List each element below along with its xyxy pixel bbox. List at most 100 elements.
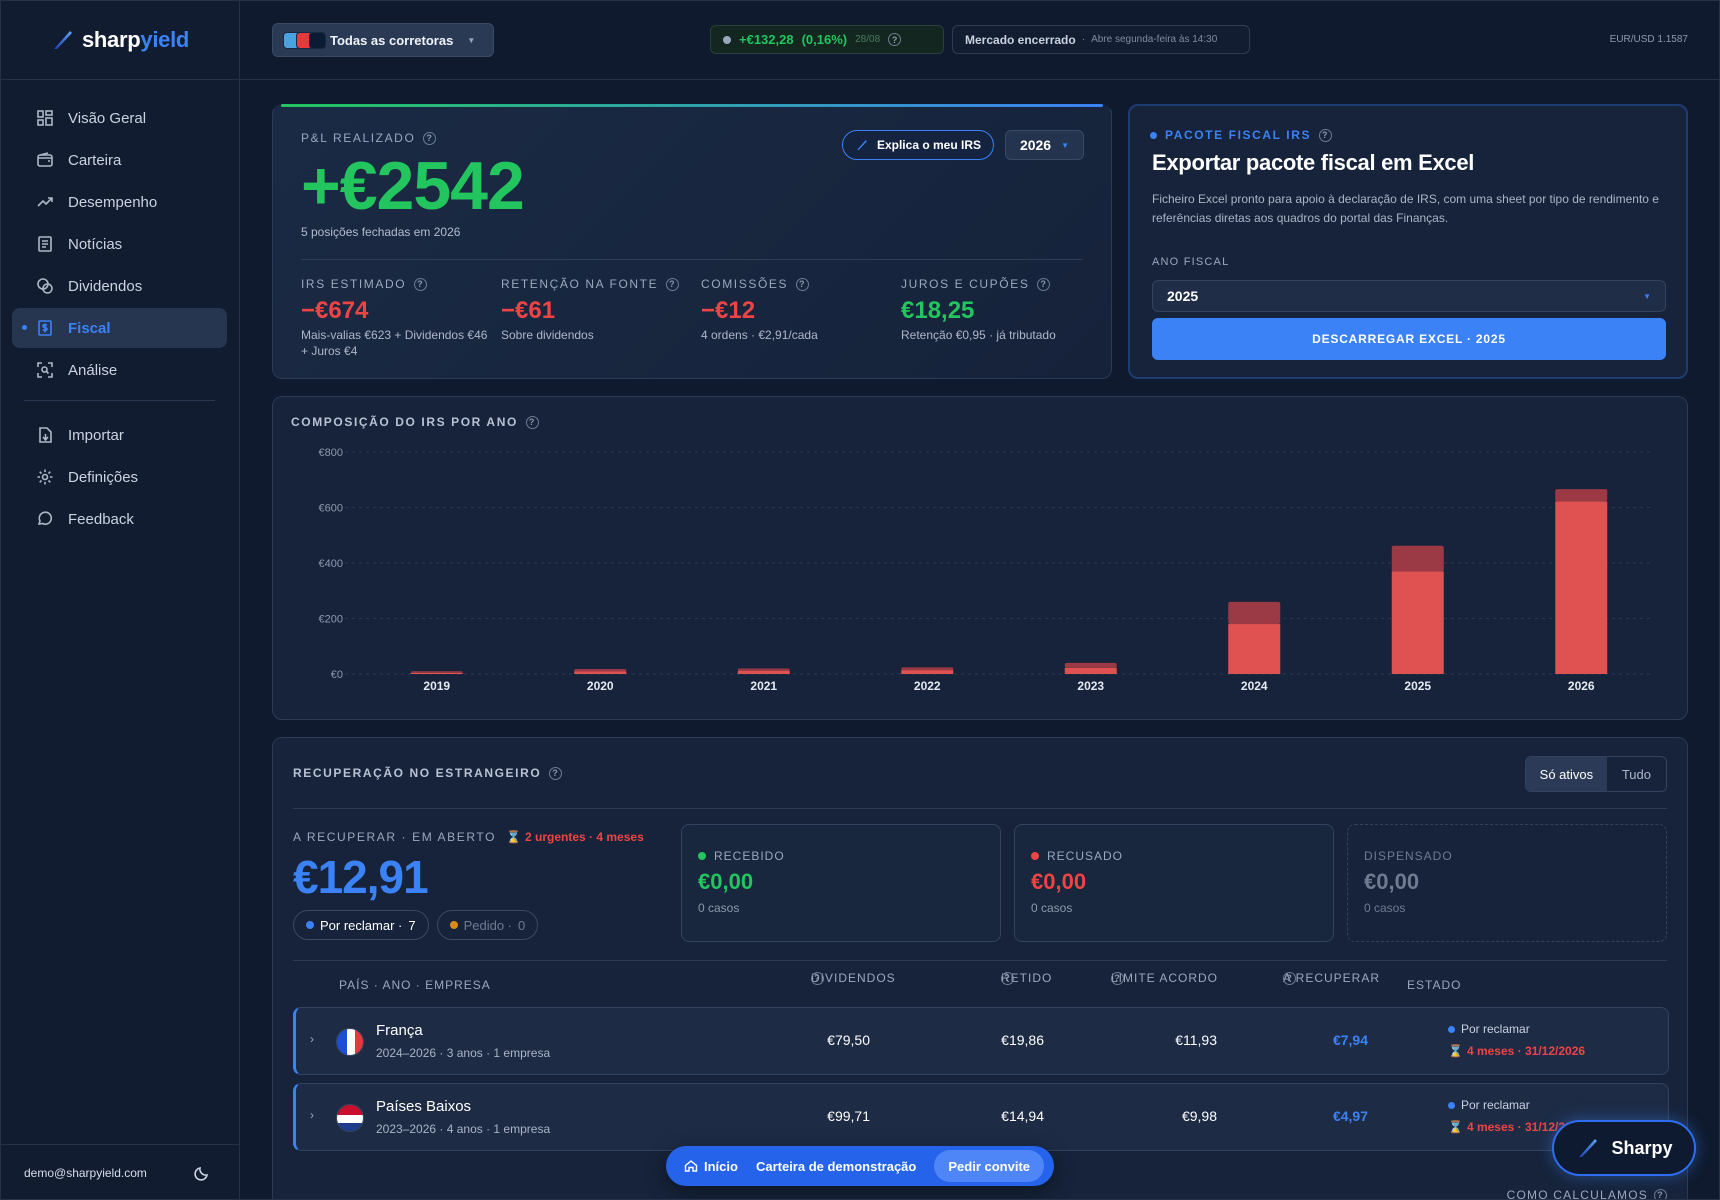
help-icon[interactable]: ? <box>1654 1188 1667 1200</box>
help-icon[interactable]: ? <box>525 415 539 429</box>
sidebar-item-visao-geral[interactable]: Visão Geral <box>12 98 227 138</box>
demo-portfolio-link[interactable]: Carteira de demonstração <box>755 1158 917 1174</box>
irs-composition-card: COMPOSIÇÃO DO IRS POR ANO? €0 €200 €400 €60… <box>272 396 1688 720</box>
how-we-calculate[interactable]: COMO CALCULAMOS? <box>1507 1188 1667 1200</box>
stat-label: DISPENSADO <box>1364 849 1453 863</box>
status-label: Por reclamar <box>1448 1098 1530 1112</box>
chart-title: COMPOSIÇÃO DO IRS POR ANO? <box>291 415 539 429</box>
help-icon[interactable]: ? <box>414 277 428 291</box>
chevron-right-icon[interactable]: › <box>310 1032 314 1046</box>
brand-logo[interactable]: sharpyield <box>0 0 239 80</box>
sidebar-item-label: Definições <box>68 468 139 486</box>
x-tick-label: 2026 <box>1568 679 1595 693</box>
fiscal-year-select[interactable]: 2025 ▼ <box>1152 280 1666 312</box>
help-icon[interactable]: ? <box>1319 128 1333 142</box>
slash-logo-icon <box>53 30 72 49</box>
status-dot-icon <box>1031 852 1039 860</box>
help-icon[interactable]: ? <box>811 971 824 985</box>
scan-icon <box>37 362 53 378</box>
sidebar: sharpyield Visão Geral Carteira Desempen… <box>0 0 240 1200</box>
fiscal-year-value: 2025 <box>1167 288 1199 304</box>
help-icon[interactable]: ? <box>666 277 680 291</box>
help-icon[interactable]: ? <box>423 131 437 145</box>
urgent-badge: ⌛ 2 urgentes · 4 meses <box>506 830 644 844</box>
open-label: A RECUPERAR · EM ABERTO <box>293 830 497 844</box>
metric-irs-estimado: IRS ESTIMADO? −€674 Mais-valias €623 + D… <box>301 277 491 359</box>
recover-value: €4,97 <box>1332 1108 1368 1124</box>
demo-bottom-bar: Início Carteira de demonstração Pedir co… <box>666 1146 1054 1186</box>
market-status-pill: Mercado encerrado · Abre segunda-feira à… <box>952 25 1250 54</box>
table-header: PAÍS · ANO · EMPRESA DIVIDENDOS? RETIDO?… <box>339 971 1462 992</box>
help-icon[interactable]: ? <box>549 766 563 780</box>
metric-label: COMISSÕES? <box>701 277 891 291</box>
slash-logo-icon <box>857 140 867 150</box>
stat-value: €0,00 <box>1031 869 1087 894</box>
daily-change-date: 28/08 <box>855 34 881 45</box>
home-link[interactable]: Início <box>684 1159 738 1174</box>
country-sub: 2024–2026 · 3 anos · 1 empresa <box>376 1046 551 1060</box>
market-separator: · <box>1081 34 1086 45</box>
sidebar-item-definicoes[interactable]: Definições <box>12 457 227 497</box>
fiscal-pack-card: PACOTE FISCAL IRS ? Exportar pacote fisc… <box>1128 104 1688 379</box>
explain-irs-button[interactable]: Explica o meu IRS <box>842 130 994 160</box>
table-row[interactable]: › Países Baixos 2023–2026 · 4 anos · 1 e… <box>293 1083 1669 1151</box>
country-sub: 2023–2026 · 4 anos · 1 empresa <box>376 1122 551 1136</box>
sharpy-assistant-button[interactable]: Sharpy <box>1552 1120 1696 1176</box>
user-footer: demo@sharpyield.com <box>0 1144 240 1200</box>
x-tick-label: 2021 <box>750 679 777 693</box>
sidebar-item-label: Carteira <box>68 151 122 169</box>
sidebar-item-importar[interactable]: Importar <box>12 415 227 455</box>
status-label: Por reclamar <box>1448 1022 1530 1036</box>
moon-icon[interactable] <box>194 1165 210 1181</box>
sidebar-item-noticias[interactable]: Notícias <box>12 224 227 264</box>
assistant-label: Sharpy <box>1611 1137 1673 1158</box>
help-icon[interactable]: ? <box>1111 971 1124 985</box>
sidebar-item-analise[interactable]: Análise <box>12 350 227 390</box>
fiscal-pack-label: PACOTE FISCAL IRS ? <box>1150 128 1333 142</box>
status-dot-icon <box>1150 131 1157 139</box>
chip-to-claim[interactable]: Por reclamar · 7 <box>293 910 429 940</box>
market-next-open: Abre segunda-feira às 14:30 <box>1091 34 1218 45</box>
stat-value: €0,00 <box>1364 869 1420 894</box>
broker-logos-icon <box>283 31 326 49</box>
sidebar-item-fiscal[interactable]: Fiscal <box>12 308 227 348</box>
stat-received: RECEBIDO €0,00 0 casos <box>681 824 1001 942</box>
toggle-active-only[interactable]: Só ativos <box>1526 757 1607 791</box>
request-invite-button[interactable]: Pedir convite <box>934 1150 1044 1182</box>
broker-select[interactable]: Todas as corretoras ▼ <box>272 23 494 57</box>
bar-segment <box>1391 545 1444 572</box>
sidebar-item-label: Desempenho <box>68 193 158 211</box>
stat-dispensed: DISPENSADO €0,00 0 casos <box>1347 824 1667 942</box>
withheld-value: €19,86 <box>1001 1032 1044 1048</box>
download-excel-button[interactable]: DESCARREGAR EXCEL · 2025 <box>1152 318 1666 360</box>
sidebar-item-feedback[interactable]: Feedback <box>12 499 227 539</box>
stat-cases: 0 casos <box>698 901 740 915</box>
chip-count: 7 <box>408 917 416 933</box>
bar-segment <box>574 671 627 674</box>
sidebar-item-desempenho[interactable]: Desempenho <box>12 182 227 222</box>
daily-change-pct: (0,16%) <box>801 32 848 47</box>
table-row[interactable]: › França 2024–2026 · 3 anos · 1 empresa … <box>293 1007 1669 1075</box>
help-icon[interactable]: ? <box>1001 971 1014 985</box>
dividends-value: €79,50 <box>827 1032 870 1048</box>
help-icon[interactable]: ? <box>1283 971 1296 985</box>
chip-requested[interactable]: Pedido · 0 <box>436 910 539 940</box>
chevron-right-icon[interactable]: › <box>310 1108 314 1122</box>
metric-label: IRS ESTIMADO? <box>301 277 491 291</box>
year-select[interactable]: 2026 ▼ <box>1005 130 1084 160</box>
help-icon[interactable]: ? <box>888 33 902 46</box>
status-dot-icon <box>723 35 731 44</box>
stat-refused: RECUSADO €0,00 0 casos <box>1014 824 1334 942</box>
stat-label: RECEBIDO <box>698 849 984 863</box>
help-icon[interactable]: ? <box>796 277 810 291</box>
metric-value: €18,25 <box>901 297 975 324</box>
chevron-down-icon: ▼ <box>1643 291 1651 301</box>
open-value: €12,91 <box>293 851 429 903</box>
sidebar-item-carteira[interactable]: Carteira <box>12 140 227 180</box>
help-icon[interactable]: ? <box>1037 277 1051 291</box>
trend-icon <box>37 197 53 207</box>
bar-segment <box>901 670 954 674</box>
sidebar-item-dividendos[interactable]: Dividendos <box>12 266 227 306</box>
daily-change-pill[interactable]: +€132,28 (0,16%) 28/08 ? <box>710 25 944 54</box>
toggle-all[interactable]: Tudo <box>1621 766 1651 782</box>
